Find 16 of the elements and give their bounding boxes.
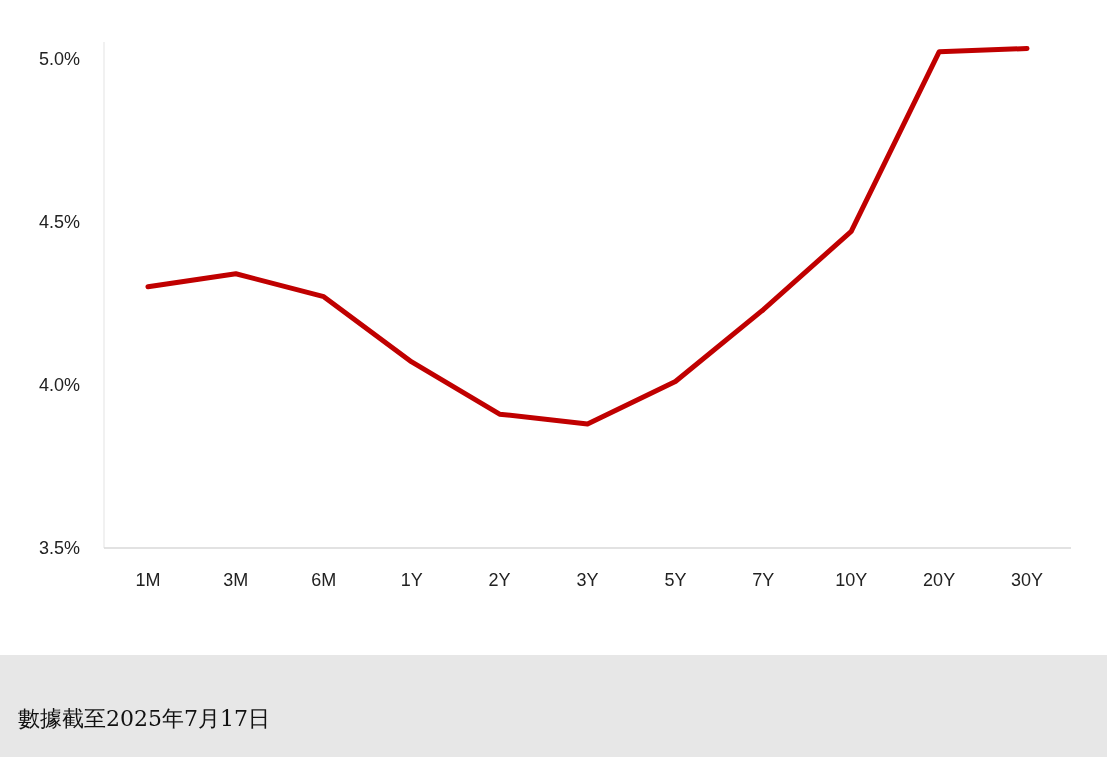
y-tick-label: 3.5% bbox=[38, 538, 80, 559]
x-tick-label: 30Y bbox=[1011, 570, 1044, 591]
x-tick-label: 6M bbox=[311, 570, 337, 591]
x-tick-label: 3M bbox=[223, 570, 249, 591]
y-tick-label: 4.5% bbox=[38, 211, 80, 232]
text: 數據截至2025年7月17日 bbox=[18, 706, 270, 731]
x-tick-label: 3Y bbox=[576, 570, 599, 591]
y-tick-label: 4.0% bbox=[38, 375, 80, 396]
x-tick-label: 1M bbox=[135, 570, 161, 591]
x-tick-label: 2Y bbox=[488, 570, 511, 591]
x-tick-label: 5Y bbox=[664, 570, 687, 591]
x-tick-label: 20Y bbox=[923, 570, 956, 591]
x-tick-label: 7Y bbox=[752, 570, 775, 591]
x-tick-label: 10Y bbox=[835, 570, 868, 591]
y-tick-label: 5.0% bbox=[38, 48, 80, 69]
x-tick-label: 1Y bbox=[400, 570, 423, 591]
